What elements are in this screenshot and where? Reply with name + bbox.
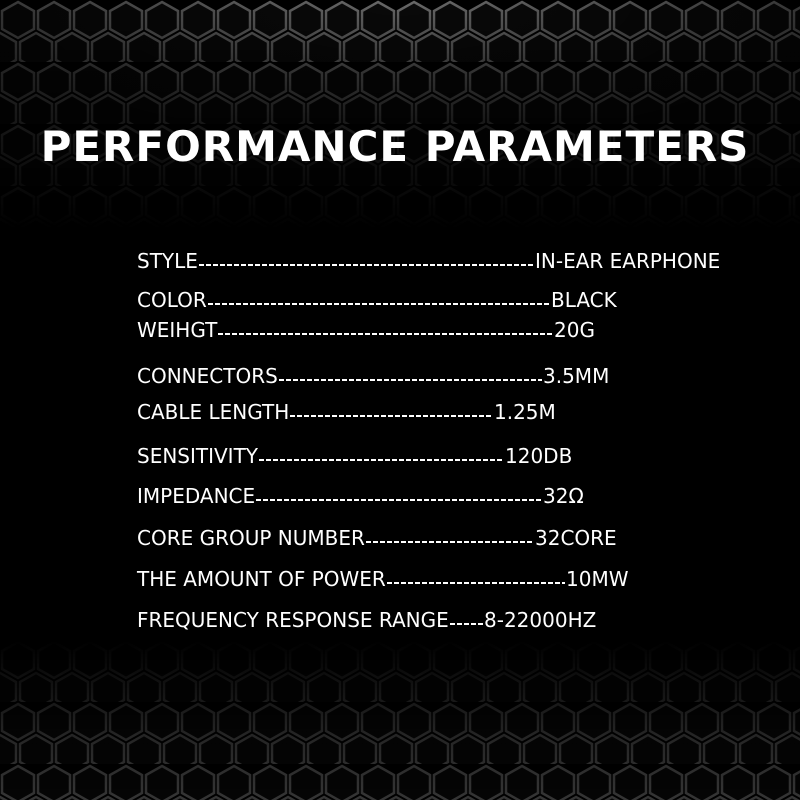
dashed-leader — [256, 499, 542, 501]
dashed-leader — [278, 379, 542, 381]
hexagon-pattern-bottom — [0, 640, 800, 800]
param-lead: WEIHGT — [137, 317, 554, 343]
param-label: CABLE LENGTH — [137, 400, 290, 424]
param-label: WEIHGT — [137, 318, 218, 342]
hexagon-pattern-top — [0, 0, 800, 230]
param-lead: FREQUENCY RESPONSE RANGE — [137, 607, 484, 633]
param-value: 10MW — [566, 567, 629, 591]
param-row: IMPEDANCE 32Ω — [137, 483, 584, 509]
param-value: 32CORE — [535, 526, 617, 550]
param-label: COLOR — [137, 288, 207, 312]
param-row: SENSITIVITY 120DB — [137, 443, 572, 469]
param-lead: COLOR — [137, 287, 551, 313]
dashed-leader — [259, 459, 504, 461]
param-lead: STYLE — [137, 248, 535, 274]
param-label: CONNECTORS — [137, 364, 278, 388]
param-lead: CABLE LENGTH — [137, 399, 494, 425]
param-lead: SENSITIVITY — [137, 443, 505, 469]
param-value: 8-22000HZ — [484, 608, 597, 632]
param-label: CORE GROUP NUMBER — [137, 526, 365, 550]
param-value: 3.5MM — [543, 364, 610, 388]
param-value: 32Ω — [543, 484, 584, 508]
param-label: THE AMOUNT OF POWER — [137, 567, 386, 591]
dashed-leader — [290, 415, 493, 417]
param-lead: CORE GROUP NUMBER — [137, 525, 535, 551]
param-label: SENSITIVITY — [137, 444, 259, 468]
param-row: WEIHGT 20G — [137, 317, 595, 343]
param-value: 1.25M — [494, 400, 556, 424]
param-row: CORE GROUP NUMBER 32CORE — [137, 525, 617, 551]
param-row: FREQUENCY RESPONSE RANGE 8-22000HZ — [137, 607, 596, 633]
param-row: COLOR BLACK — [137, 287, 617, 313]
dashed-leader — [386, 582, 565, 584]
param-row: THE AMOUNT OF POWER 10MW — [137, 566, 628, 592]
dashed-leader — [207, 303, 550, 305]
dashed-leader — [365, 541, 534, 543]
param-value: 20G — [554, 318, 595, 342]
param-lead: CONNECTORS — [137, 363, 543, 389]
param-value: BLACK — [551, 288, 617, 312]
param-lead: THE AMOUNT OF POWER — [137, 566, 566, 592]
param-value: IN-EAR EARPHONE — [535, 249, 721, 273]
dashed-leader — [218, 333, 553, 335]
param-label: FREQUENCY RESPONSE RANGE — [137, 608, 449, 632]
param-row: CONNECTORS 3.5MM — [137, 363, 609, 389]
param-lead: IMPEDANCE — [137, 483, 543, 509]
page-title: PERFORMANCE PARAMETERS — [40, 122, 750, 171]
param-row: STYLE IN-EAR EARPHONE — [137, 248, 720, 274]
dashed-leader — [198, 264, 534, 266]
param-label: STYLE — [137, 249, 198, 273]
param-value: 120DB — [505, 444, 573, 468]
param-row: CABLE LENGTH 1.25M — [137, 399, 556, 425]
param-label: IMPEDANCE — [137, 484, 256, 508]
dashed-leader — [449, 623, 483, 625]
